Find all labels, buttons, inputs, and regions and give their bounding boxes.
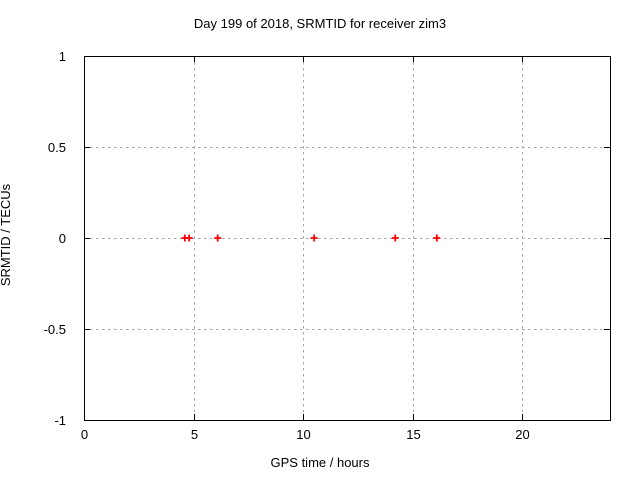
x-tick-label: 10 (296, 427, 310, 442)
x-tick-label: 15 (406, 427, 420, 442)
y-tick-label: -1 (54, 413, 66, 428)
x-tick-label: 5 (191, 427, 198, 442)
plot-border (84, 56, 611, 421)
x-tick-label: 0 (81, 427, 88, 442)
x-axis-label: GPS time / hours (270, 455, 370, 470)
y-tick-label: 0 (59, 231, 66, 246)
chart-title: Day 199 of 2018, SRMTID for receiver zim… (193, 16, 447, 31)
y-tick-label: -0.5 (44, 322, 66, 337)
y-tick-label: 1 (59, 49, 66, 64)
x-tick-label: 20 (515, 427, 529, 442)
y-tick-label: 0.5 (48, 140, 66, 155)
